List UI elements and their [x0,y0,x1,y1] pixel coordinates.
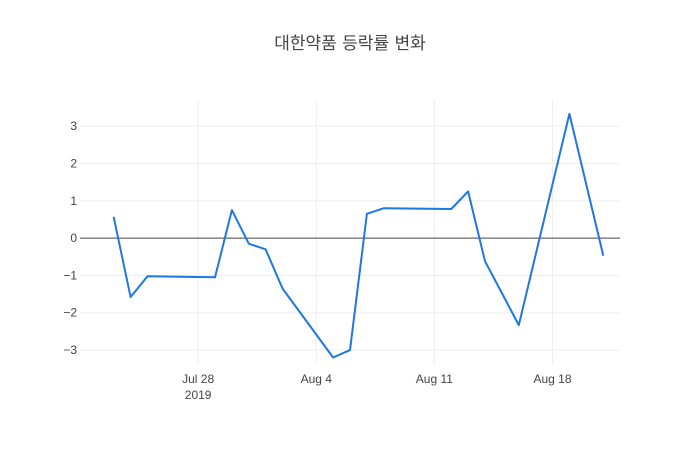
data-point[interactable] [481,257,489,265]
y-tick-label: 1 [70,194,77,208]
x-tick-sublabel: 2019 [185,388,212,402]
y-tick-label: −2 [63,306,77,320]
data-point[interactable] [380,204,388,212]
x-tick-label: Aug 11 [416,372,453,386]
data-point[interactable] [262,245,270,253]
data-point[interactable] [329,354,337,362]
data-point[interactable] [279,284,287,292]
data-point[interactable] [110,214,118,222]
x-tick-label: Aug 18 [533,372,571,386]
data-point[interactable] [599,251,607,259]
data-point[interactable] [565,110,573,118]
data-point[interactable] [211,273,219,281]
y-tick-label: 3 [70,119,77,133]
grid-layer [80,100,620,365]
axis-layer: −3 −2 −1 0 1 2 3 Jul 28 2019 Aug 4 Aug 11 Aug 18 [63,119,620,402]
y-tick-label: −3 [63,343,77,357]
data-point[interactable] [363,210,371,218]
series-layer[interactable] [110,110,607,362]
data-point[interactable] [447,205,455,213]
data-point[interactable] [245,240,253,248]
series-line[interactable] [112,112,605,359]
data-point[interactable] [515,321,523,329]
data-point[interactable] [346,346,354,354]
data-point[interactable] [127,293,135,301]
x-tick-label: Aug 4 [301,372,333,386]
y-tick-label: −1 [63,268,77,282]
data-point[interactable] [144,272,152,280]
x-tick-label: Jul 28 [182,372,214,386]
data-point[interactable] [228,206,236,214]
y-tick-label: 2 [70,156,77,170]
data-point[interactable] [464,187,472,195]
y-tick-label: 0 [70,231,77,245]
chart-title: 대한약품 등락률 변화 [274,34,426,54]
